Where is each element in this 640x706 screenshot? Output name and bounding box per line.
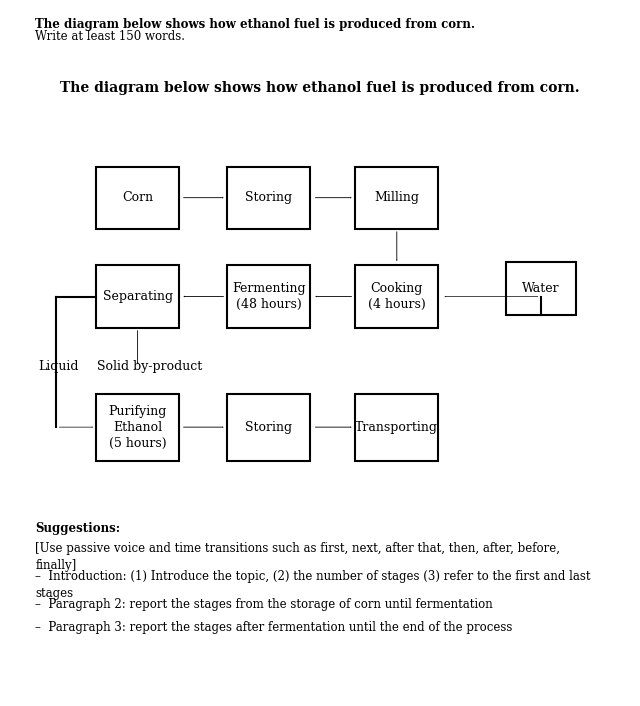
Text: Solid by-product: Solid by-product [97,360,202,373]
Text: Purifying
Ethanol
(5 hours): Purifying Ethanol (5 hours) [108,405,167,450]
Text: –  Paragraph 2: report the stages from the storage of corn until fermentation: – Paragraph 2: report the stages from th… [35,598,493,611]
Text: Cooking
(4 hours): Cooking (4 hours) [368,282,426,311]
Text: Storing: Storing [245,421,292,433]
Text: Suggestions:: Suggestions: [35,522,120,535]
Text: The diagram below shows how ethanol fuel is produced from corn.: The diagram below shows how ethanol fuel… [35,18,475,30]
Bar [355,394,438,460]
Text: Corn: Corn [122,191,153,204]
Text: –  Introduction: (1) Introduce the topic, (2) the number of stages (3) refer to : – Introduction: (1) Introduce the topic,… [35,570,591,599]
Bar [227,167,310,229]
Text: [Use passive voice and time transitions such as first, next, after that, then, a: [Use passive voice and time transitions … [35,542,560,571]
Bar [355,167,438,229]
Bar [227,394,310,460]
Bar [96,265,179,328]
Text: The diagram below shows how ethanol fuel is produced from corn.: The diagram below shows how ethanol fuel… [60,81,580,95]
Bar [96,394,179,460]
Text: –  Paragraph 3: report the stages after fermentation until the end of the proces: – Paragraph 3: report the stages after f… [35,621,513,634]
Bar [96,167,179,229]
Bar [506,262,576,315]
Text: Separating: Separating [102,290,173,303]
Bar [355,265,438,328]
Text: Transporting: Transporting [355,421,438,433]
Text: Liquid: Liquid [38,360,79,373]
Text: Milling: Milling [374,191,419,204]
Text: Fermenting
(48 hours): Fermenting (48 hours) [232,282,306,311]
Text: Write at least 150 words.: Write at least 150 words. [35,30,185,43]
Text: Water: Water [522,282,559,294]
Text: Storing: Storing [245,191,292,204]
Bar [227,265,310,328]
